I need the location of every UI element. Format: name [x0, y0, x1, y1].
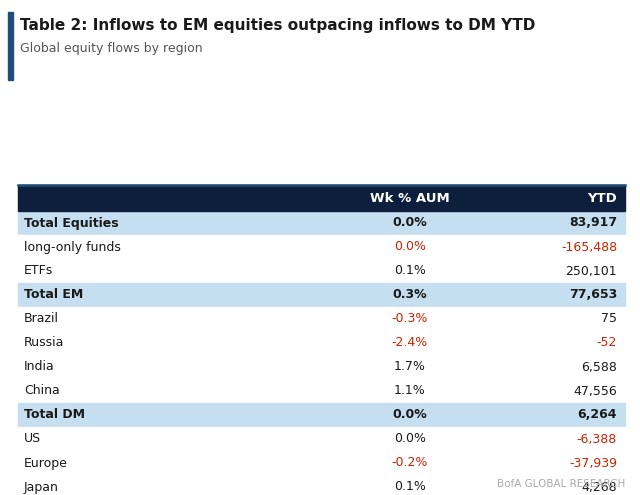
- Text: 250,101: 250,101: [565, 264, 617, 278]
- Bar: [18, 427, 625, 451]
- Text: BofA GLOBAL RESEARCH: BofA GLOBAL RESEARCH: [497, 479, 625, 489]
- Text: Japan: Japan: [24, 481, 59, 494]
- Text: 75: 75: [601, 312, 617, 326]
- Bar: [18, 403, 625, 427]
- Text: 0.0%: 0.0%: [394, 433, 426, 446]
- Text: 4,268: 4,268: [581, 481, 617, 494]
- Bar: [18, 475, 625, 495]
- Bar: [8, 12, 13, 80]
- Text: 6,588: 6,588: [581, 360, 617, 374]
- Text: 0.3%: 0.3%: [393, 289, 428, 301]
- Text: 0.0%: 0.0%: [392, 216, 428, 230]
- Text: Total Equities: Total Equities: [24, 216, 118, 230]
- Text: -165,488: -165,488: [561, 241, 617, 253]
- Text: 77,653: 77,653: [569, 289, 617, 301]
- Bar: [18, 307, 625, 331]
- Text: China: China: [24, 385, 60, 397]
- Text: Europe: Europe: [24, 456, 68, 469]
- Text: Total DM: Total DM: [24, 408, 85, 422]
- Text: 1.7%: 1.7%: [394, 360, 426, 374]
- Text: India: India: [24, 360, 55, 374]
- Text: 83,917: 83,917: [569, 216, 617, 230]
- Text: -52: -52: [596, 337, 617, 349]
- Text: 0.1%: 0.1%: [394, 264, 426, 278]
- Bar: [18, 235, 625, 259]
- Text: -0.2%: -0.2%: [392, 456, 428, 469]
- Text: Russia: Russia: [24, 337, 65, 349]
- Text: Wk % AUM: Wk % AUM: [370, 192, 450, 204]
- Bar: [18, 283, 625, 307]
- Bar: [18, 185, 625, 211]
- Text: Brazil: Brazil: [24, 312, 59, 326]
- Bar: [18, 451, 625, 475]
- Bar: [18, 211, 625, 235]
- Bar: [18, 379, 625, 403]
- Text: US: US: [24, 433, 41, 446]
- Text: 0.0%: 0.0%: [394, 241, 426, 253]
- Text: 0.1%: 0.1%: [394, 481, 426, 494]
- Text: ETFs: ETFs: [24, 264, 53, 278]
- Bar: [18, 259, 625, 283]
- Bar: [18, 355, 625, 379]
- Text: 1.1%: 1.1%: [394, 385, 426, 397]
- Text: -37,939: -37,939: [569, 456, 617, 469]
- Text: Total EM: Total EM: [24, 289, 83, 301]
- Text: YTD: YTD: [588, 192, 617, 204]
- Text: long-only funds: long-only funds: [24, 241, 121, 253]
- Text: -0.3%: -0.3%: [392, 312, 428, 326]
- Text: -6,388: -6,388: [577, 433, 617, 446]
- Text: 6,264: 6,264: [577, 408, 617, 422]
- Text: Table 2: Inflows to EM equities outpacing inflows to DM YTD: Table 2: Inflows to EM equities outpacin…: [20, 18, 536, 33]
- Text: -2.4%: -2.4%: [392, 337, 428, 349]
- Bar: [18, 331, 625, 355]
- Text: Global equity flows by region: Global equity flows by region: [20, 42, 203, 55]
- Text: 0.0%: 0.0%: [392, 408, 428, 422]
- Text: 47,556: 47,556: [573, 385, 617, 397]
